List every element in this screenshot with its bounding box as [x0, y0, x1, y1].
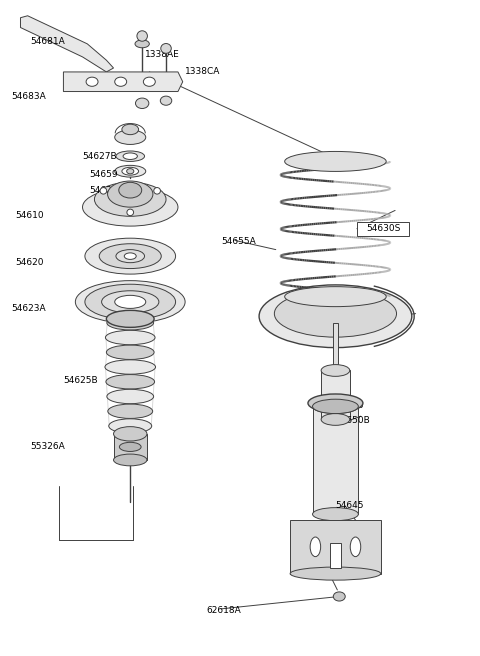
Ellipse shape	[321, 413, 350, 425]
Ellipse shape	[109, 419, 152, 433]
Ellipse shape	[312, 508, 359, 521]
Polygon shape	[106, 323, 108, 338]
Text: 54610: 54610	[16, 211, 44, 220]
Ellipse shape	[116, 250, 144, 262]
Text: 54625B: 54625B	[63, 376, 98, 385]
Text: 54660: 54660	[336, 401, 364, 409]
Text: 54645: 54645	[336, 501, 364, 510]
Ellipse shape	[107, 310, 154, 327]
Text: 54650B: 54650B	[336, 417, 370, 425]
Ellipse shape	[285, 152, 386, 171]
Text: 54624: 54624	[90, 186, 118, 195]
Bar	[333, 323, 338, 371]
Polygon shape	[154, 367, 156, 382]
Ellipse shape	[285, 287, 386, 306]
Ellipse shape	[95, 182, 166, 216]
Text: 54655A: 54655A	[221, 237, 256, 245]
Ellipse shape	[107, 345, 154, 359]
Polygon shape	[152, 396, 154, 411]
Ellipse shape	[127, 169, 134, 174]
Polygon shape	[21, 16, 114, 72]
Ellipse shape	[161, 43, 171, 53]
Ellipse shape	[115, 295, 146, 308]
Polygon shape	[106, 382, 108, 396]
Bar	[321, 371, 350, 419]
Bar	[290, 520, 381, 573]
Ellipse shape	[122, 167, 139, 175]
Ellipse shape	[108, 404, 153, 419]
Text: 54627B: 54627B	[83, 152, 117, 161]
Ellipse shape	[114, 454, 147, 466]
Polygon shape	[106, 338, 108, 352]
Text: 54633: 54633	[340, 317, 369, 326]
Text: 54659: 54659	[90, 170, 118, 179]
Text: 62618A: 62618A	[206, 605, 241, 615]
Ellipse shape	[108, 181, 153, 207]
Ellipse shape	[75, 281, 185, 323]
Text: 1338AE: 1338AE	[144, 51, 180, 60]
Ellipse shape	[135, 40, 149, 48]
Ellipse shape	[116, 151, 144, 161]
Ellipse shape	[259, 285, 412, 348]
Ellipse shape	[135, 98, 149, 108]
Ellipse shape	[321, 365, 350, 377]
Ellipse shape	[333, 592, 345, 601]
Ellipse shape	[115, 77, 127, 87]
Ellipse shape	[83, 188, 178, 226]
Ellipse shape	[119, 182, 142, 198]
Ellipse shape	[85, 238, 176, 274]
Ellipse shape	[275, 290, 396, 337]
Text: 54683A: 54683A	[11, 92, 46, 100]
Polygon shape	[153, 382, 155, 396]
Polygon shape	[153, 338, 155, 352]
Ellipse shape	[312, 400, 359, 413]
Ellipse shape	[290, 567, 381, 580]
Bar	[114, 434, 147, 460]
Text: 54620: 54620	[16, 258, 44, 267]
Ellipse shape	[99, 244, 161, 268]
Ellipse shape	[124, 253, 136, 259]
Ellipse shape	[114, 426, 147, 441]
Ellipse shape	[310, 537, 321, 557]
Bar	[330, 543, 341, 568]
Polygon shape	[153, 323, 155, 338]
Ellipse shape	[312, 400, 359, 413]
Ellipse shape	[106, 375, 155, 389]
Ellipse shape	[107, 389, 154, 403]
Polygon shape	[105, 367, 107, 382]
Bar	[312, 406, 359, 514]
Ellipse shape	[123, 153, 137, 159]
Ellipse shape	[86, 77, 98, 87]
Text: 54681A: 54681A	[30, 37, 65, 47]
Ellipse shape	[137, 31, 147, 41]
Ellipse shape	[100, 188, 107, 194]
Bar	[357, 222, 409, 236]
Ellipse shape	[160, 96, 172, 105]
Ellipse shape	[120, 442, 141, 451]
Ellipse shape	[106, 331, 155, 344]
Ellipse shape	[85, 284, 176, 319]
Text: 55326A: 55326A	[30, 442, 65, 451]
Polygon shape	[153, 352, 156, 367]
Polygon shape	[63, 72, 183, 92]
Ellipse shape	[350, 537, 361, 557]
Text: 54630S: 54630S	[366, 224, 400, 234]
Ellipse shape	[107, 316, 154, 330]
Text: 54623A: 54623A	[11, 304, 46, 313]
Ellipse shape	[115, 165, 146, 177]
Ellipse shape	[127, 209, 133, 216]
Text: 1338CA: 1338CA	[185, 67, 220, 76]
Polygon shape	[107, 396, 109, 411]
Polygon shape	[151, 411, 153, 426]
Ellipse shape	[154, 188, 160, 194]
Ellipse shape	[144, 77, 156, 87]
Polygon shape	[105, 352, 108, 367]
Ellipse shape	[308, 394, 363, 412]
Ellipse shape	[115, 130, 146, 144]
Polygon shape	[108, 411, 110, 426]
Ellipse shape	[102, 291, 159, 313]
Ellipse shape	[105, 360, 156, 374]
Ellipse shape	[122, 124, 139, 134]
